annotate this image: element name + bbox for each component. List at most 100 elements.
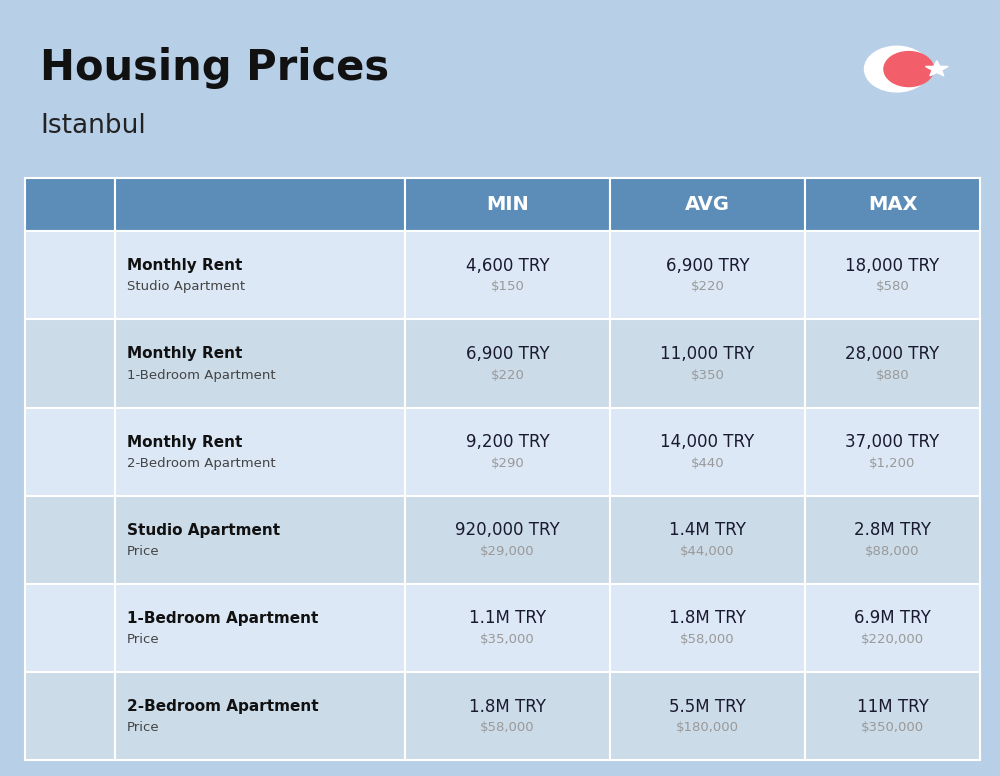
Bar (40, 254, 49, 261)
Text: 1-Bedroom Apartment: 1-Bedroom Apartment (127, 369, 276, 382)
Circle shape (96, 652, 106, 662)
Bar (79, 691, 89, 699)
Bar (63, 254, 71, 261)
Text: $35,000: $35,000 (480, 633, 535, 646)
Bar (44, 712, 57, 725)
Bar (44, 465, 57, 476)
Text: $580: $580 (876, 280, 909, 293)
Bar (63, 559, 71, 566)
Bar (42, 332, 98, 395)
Text: 2-Bedroom Apartment: 2-Bedroom Apartment (127, 457, 276, 469)
Circle shape (884, 51, 934, 87)
Circle shape (34, 652, 44, 662)
Bar (79, 345, 91, 355)
Text: Price: Price (127, 633, 160, 646)
Bar (52, 559, 60, 566)
Text: $220: $220 (691, 280, 724, 293)
Text: $44,000: $44,000 (680, 545, 735, 558)
Text: AVG: AVG (685, 196, 730, 214)
Bar (81, 448, 94, 460)
Bar (52, 518, 60, 525)
Bar (52, 426, 62, 435)
Text: Housing Prices: Housing Prices (40, 47, 389, 88)
Bar (63, 465, 75, 476)
Text: $220,000: $220,000 (861, 633, 924, 646)
Bar (82, 270, 89, 279)
Bar (63, 549, 71, 556)
Bar (52, 549, 60, 556)
Circle shape (96, 387, 106, 397)
Bar (63, 284, 71, 291)
Text: Istanbul: Istanbul (40, 113, 146, 139)
Bar (44, 729, 57, 741)
Bar (63, 729, 75, 741)
Bar (40, 549, 49, 556)
Bar (40, 274, 49, 281)
Text: Monthly Rent: Monthly Rent (127, 435, 242, 449)
Bar (79, 641, 91, 651)
Bar (42, 332, 98, 336)
Text: $440: $440 (691, 457, 724, 469)
Bar (86, 297, 93, 308)
Text: Monthly Rent: Monthly Rent (127, 258, 242, 273)
Bar (63, 379, 77, 395)
Bar (92, 546, 100, 554)
Text: Studio Apartment: Studio Apartment (127, 523, 280, 538)
Text: $58,000: $58,000 (480, 722, 535, 734)
Text: $1,200: $1,200 (869, 457, 916, 469)
Bar (79, 609, 91, 619)
Polygon shape (37, 684, 103, 701)
Text: MIN: MIN (486, 196, 529, 214)
Bar (63, 294, 71, 301)
Bar (92, 270, 100, 279)
Bar (81, 712, 94, 725)
Bar (52, 284, 60, 291)
Bar (63, 465, 77, 483)
Bar (79, 625, 91, 636)
Bar (82, 535, 89, 543)
Text: 2-Bedroom Apartment: 2-Bedroom Apartment (127, 699, 319, 714)
Bar (63, 539, 71, 546)
Bar (37, 243, 75, 308)
Bar (52, 691, 62, 699)
Bar (52, 294, 60, 301)
Text: 4,600 TRY: 4,600 TRY (466, 257, 549, 275)
Text: 11M TRY: 11M TRY (857, 698, 928, 715)
Bar (40, 518, 49, 525)
Text: Price: Price (127, 722, 160, 734)
Bar (80, 691, 88, 698)
Text: Price: Price (127, 545, 160, 558)
Bar (92, 282, 100, 289)
Text: 1.4M TRY: 1.4M TRY (669, 521, 746, 539)
Text: 1-Bedroom Apartment: 1-Bedroom Apartment (127, 611, 318, 626)
Text: $180,000: $180,000 (676, 722, 739, 734)
Bar (82, 293, 89, 301)
Bar (40, 264, 49, 271)
Bar (63, 361, 74, 371)
Text: $29,000: $29,000 (480, 545, 535, 558)
Bar (63, 448, 75, 460)
Bar (80, 427, 88, 434)
Bar (46, 609, 58, 619)
Text: $58,000: $58,000 (680, 633, 735, 646)
Bar (37, 573, 103, 575)
Bar (82, 282, 89, 289)
Bar (82, 546, 89, 554)
Bar (40, 284, 49, 291)
Bar (42, 597, 98, 660)
Text: 37,000 TRY: 37,000 TRY (845, 433, 940, 451)
Text: 6,900 TRY: 6,900 TRY (666, 257, 749, 275)
Bar (52, 539, 60, 546)
Bar (63, 625, 74, 636)
Bar (46, 625, 58, 636)
Bar (82, 558, 89, 566)
Bar (81, 729, 94, 741)
Text: $350: $350 (691, 369, 724, 382)
Bar (42, 597, 98, 601)
Bar (53, 691, 60, 698)
Bar (37, 308, 103, 310)
Text: 920,000 TRY: 920,000 TRY (455, 521, 560, 539)
Bar (40, 539, 49, 546)
Bar (92, 535, 100, 543)
Bar (79, 265, 103, 308)
